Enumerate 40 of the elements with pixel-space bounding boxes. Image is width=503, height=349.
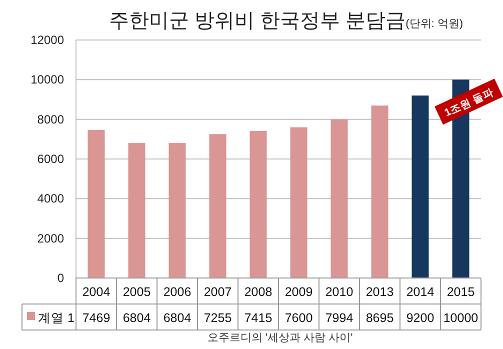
bar	[330, 119, 348, 278]
data-label: 7415	[244, 311, 272, 325]
data-label: 7255	[204, 311, 232, 325]
x-tick-label: 2009	[284, 285, 313, 299]
x-tick-label: 2005	[122, 285, 151, 299]
bar	[209, 134, 226, 278]
data-label: 8695	[366, 311, 394, 325]
x-tick-label: 2015	[446, 285, 475, 299]
legend-label: 계열 1	[38, 311, 74, 325]
y-tick-label: 2000	[37, 231, 64, 246]
x-tick-label: 2008	[244, 285, 272, 299]
data-label: 6804	[163, 311, 192, 325]
data-label: 9200	[406, 311, 434, 325]
bar	[412, 96, 429, 278]
data-label: 6804	[122, 311, 151, 325]
y-tick-label: 0	[57, 271, 64, 285]
data-label: 7600	[284, 311, 313, 325]
x-tick-label: 2006	[163, 285, 192, 299]
bar	[290, 127, 308, 278]
chart-title: 주한미군 방위비 한국정부 분담금	[108, 10, 406, 32]
y-tick-label: 12000	[30, 33, 64, 47]
y-tick-label: 10000	[30, 72, 64, 87]
x-tick-label: 2007	[204, 285, 232, 299]
chart-subtitle: (단위: 억원)	[406, 18, 464, 30]
bar	[250, 130, 267, 278]
data-label: 7469	[82, 311, 110, 325]
data-label: 10000	[443, 311, 478, 325]
data-label: 7994	[325, 311, 354, 325]
x-tick-label: 2004	[82, 285, 110, 299]
bar	[128, 143, 146, 278]
x-tick-label: 2010	[325, 285, 354, 299]
bar	[88, 130, 105, 278]
y-tick-label: 8000	[37, 112, 64, 126]
text: 오주르디의 '세상과 사람 사이'	[207, 332, 353, 344]
bar	[371, 106, 388, 278]
bar	[168, 143, 186, 278]
y-tick-label: 6000	[37, 152, 64, 166]
x-tick-label: 2013	[366, 285, 394, 299]
x-tick-label: 2014	[406, 285, 434, 299]
y-tick-label: 4000	[37, 192, 64, 206]
